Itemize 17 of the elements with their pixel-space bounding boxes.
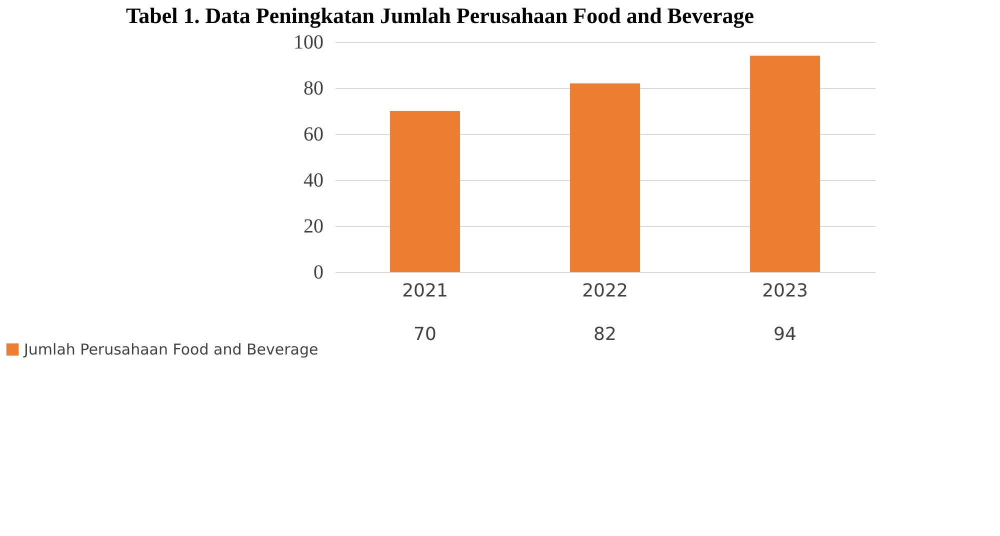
x-tick-label: 2021 (402, 280, 448, 302)
bar (750, 56, 820, 272)
bar (390, 111, 460, 272)
data-label: 70 (414, 324, 436, 345)
bar (570, 83, 640, 272)
x-tick-label: 2023 (762, 280, 808, 302)
x-tick-label: 2022 (582, 280, 628, 302)
y-tick-label: 40 (304, 170, 324, 192)
y-tick-label: 0 (314, 262, 324, 284)
y-tick-label: 100 (294, 32, 324, 54)
data-label: 94 (774, 324, 796, 345)
data-label: 82 (594, 324, 616, 345)
y-tick-label: 60 (304, 124, 324, 146)
y-tick-label: 20 (304, 216, 324, 238)
chart-title: Tabel 1. Data Peningkatan Jumlah Perusahaan Food and Beverage (126, 3, 754, 28)
legend-label: Jumlah Perusahaan Food and Beverage (23, 340, 318, 358)
y-tick-label: 80 (304, 78, 324, 100)
